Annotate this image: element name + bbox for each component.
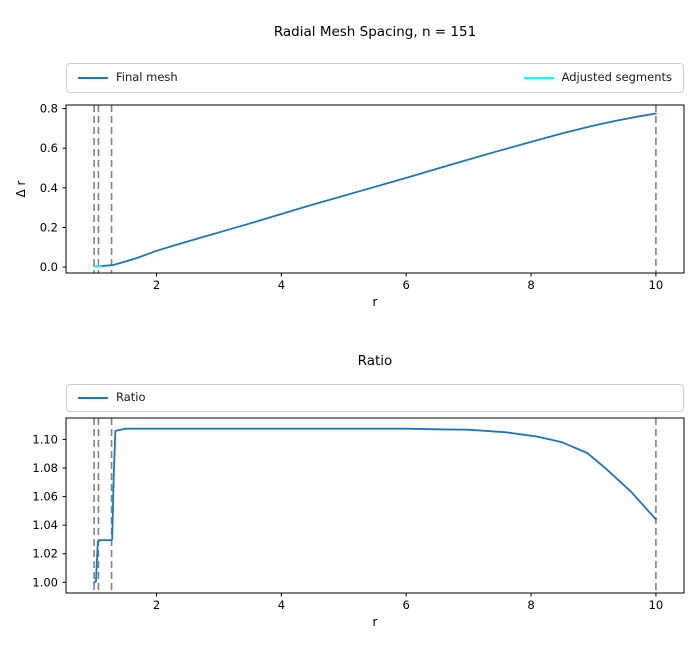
top-plot-ytick-label: 0.6 bbox=[40, 141, 58, 155]
bottom-plot-ytick-label: 1.02 bbox=[32, 547, 58, 561]
adjusted-segments-line-sample bbox=[523, 77, 554, 79]
bottom-plot-ytick-label: 1.08 bbox=[32, 461, 58, 475]
bottom-plot-xlabel: r bbox=[373, 615, 378, 629]
top-plot-series-final-mesh bbox=[93, 112, 657, 268]
top-plot-title: Radial Mesh Spacing, n = 151 bbox=[273, 24, 477, 40]
top-plot-xtick-label: 4 bbox=[278, 278, 285, 292]
top-plot-ylabel: Δ r bbox=[14, 180, 28, 197]
top-plot-xlabel: r bbox=[373, 295, 378, 309]
top-plot-ytick-label: 0.8 bbox=[40, 102, 58, 116]
bottom-plot-ytick-label: 1.06 bbox=[32, 490, 58, 504]
bottom-plot-xtick-label: 10 bbox=[649, 598, 664, 612]
bottom-plot-xtick-label: 8 bbox=[527, 598, 534, 612]
top-plot-xtick-label: 6 bbox=[403, 278, 410, 292]
top-plot-axes: 2 4 6 8 10 0.0 0.2 0.4 0.6 0.8 r Δ r bbox=[14, 102, 685, 309]
legend-entry-final-mesh: Final mesh bbox=[78, 72, 178, 84]
legend-label-adjusted-segments: Adjusted segments bbox=[561, 70, 672, 85]
legend-entry-ratio: Ratio bbox=[78, 392, 146, 404]
top-plot-xtick-label: 10 bbox=[649, 278, 664, 292]
top-plot-legend: Final mesh Adjusted segments bbox=[66, 63, 684, 93]
ratio-line-sample bbox=[78, 397, 108, 399]
bottom-plot-ytick-label: 1.00 bbox=[32, 575, 58, 589]
bottom-plot-series-ratio bbox=[93, 427, 657, 584]
bottom-plot-title: Ratio bbox=[357, 353, 393, 369]
top-plot-xtick-label: 8 bbox=[527, 278, 534, 292]
top-plot-ytick-label: 0.2 bbox=[40, 220, 58, 234]
bottom-plot-axes: 2 4 6 8 10 1.00 1.02 1.04 1.06 1.08 1.10 r bbox=[32, 417, 685, 629]
top-plot-frame bbox=[65, 104, 685, 274]
bottom-plot-legend: Ratio bbox=[66, 384, 684, 412]
bottom-plot-frame bbox=[65, 417, 685, 594]
top-plot-ytick-label: 0.4 bbox=[40, 181, 58, 195]
final-mesh-line-sample bbox=[78, 77, 108, 79]
bottom-plot-xtick-label: 4 bbox=[278, 598, 285, 612]
bottom-plot-xtick-label: 2 bbox=[153, 598, 160, 612]
bottom-plot-ytick-label: 1.04 bbox=[32, 518, 58, 532]
legend-entry-adjusted-segments: Adjusted segments bbox=[523, 70, 672, 85]
bottom-plot-xtick-label: 6 bbox=[403, 598, 410, 612]
legend-label-final-mesh: Final mesh bbox=[116, 70, 178, 85]
top-plot-xtick-label: 2 bbox=[153, 278, 160, 292]
legend-label-ratio: Ratio bbox=[116, 390, 146, 405]
bottom-plot-ytick-label: 1.10 bbox=[32, 432, 58, 446]
top-plot-ytick-label: 0.0 bbox=[40, 260, 58, 274]
